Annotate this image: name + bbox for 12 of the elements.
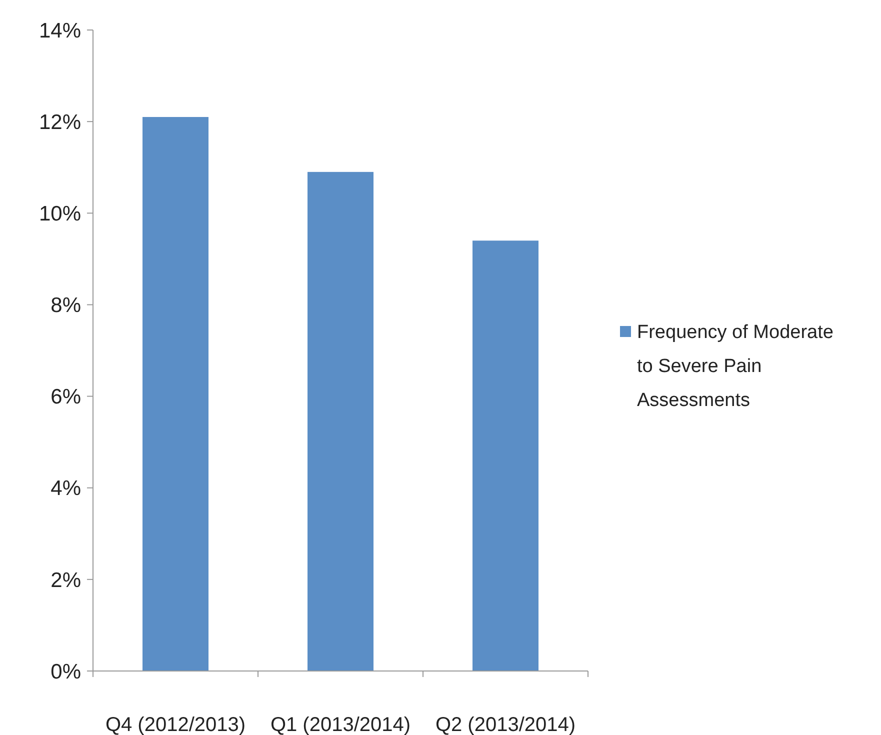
y-tick-label: 8% (50, 294, 81, 318)
x-tick-label: Q1 (2013/2014) (270, 714, 411, 735)
x-tick-label: Q2 (2013/2014) (435, 714, 576, 735)
legend-label: Frequency of Moderate to Severe Pain Assessments (637, 322, 834, 411)
y-tick-label: 4% (50, 477, 81, 500)
y-tick-label: 14% (38, 19, 81, 42)
y-tick-label: 12% (38, 110, 81, 134)
x-tick-label: Q4 (2012/2013) (105, 714, 246, 735)
y-tick-label: 6% (50, 386, 81, 409)
y-tick-label: 10% (38, 202, 81, 226)
y-tick-label: 2% (50, 568, 81, 592)
y-tick-label: 0% (50, 660, 81, 684)
